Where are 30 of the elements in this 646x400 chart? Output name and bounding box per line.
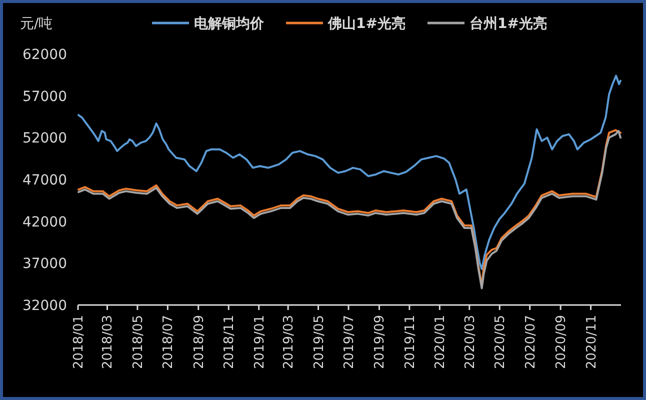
x-tick-label: 2020/05 bbox=[493, 315, 508, 370]
y-axis-title: 元/吨 bbox=[20, 16, 53, 32]
y-tick-label: 62000 bbox=[22, 47, 67, 63]
x-tick-label: 2018/07 bbox=[161, 315, 176, 370]
x-tick-label: 2019/05 bbox=[312, 315, 327, 370]
x-tick-label: 2020/07 bbox=[523, 315, 538, 370]
line-series bbox=[78, 74, 622, 270]
x-tick-label: 2019/01 bbox=[252, 315, 268, 370]
x-tick-label: 2020/11 bbox=[584, 315, 600, 370]
legend-label: 台州1#光亮 bbox=[470, 15, 547, 32]
x-tick-label: 2018/11 bbox=[222, 315, 238, 370]
legend-label: 佛山1#光亮 bbox=[327, 15, 406, 32]
x-tick-label: 2019/03 bbox=[282, 315, 297, 370]
x-tick-label: 2019/11 bbox=[402, 315, 418, 370]
x-tick-label: 2018/09 bbox=[192, 315, 207, 370]
legend-label: 电解铜均价 bbox=[194, 16, 266, 32]
y-tick-label: 37000 bbox=[22, 256, 67, 272]
x-tick-label: 2018/05 bbox=[130, 315, 146, 370]
y-tick-label: 52000 bbox=[22, 130, 67, 147]
y-tick-label: 47000 bbox=[22, 172, 67, 188]
x-tick-label: 2019/09 bbox=[372, 315, 388, 370]
x-tick-label: 2020/01 bbox=[433, 315, 448, 370]
x-tick-label: 2020/03 bbox=[462, 315, 478, 370]
x-tick-label: 2018/03 bbox=[100, 315, 116, 370]
x-tick-label: 2020/09 bbox=[554, 315, 570, 370]
x-tick-label: 2019/07 bbox=[342, 315, 358, 370]
y-tick-label: 57000 bbox=[22, 88, 67, 105]
x-tick-label: 2018/01 bbox=[72, 315, 86, 370]
y-tick-label: 32000 bbox=[22, 298, 67, 314]
y-tick-label: 42000 bbox=[22, 214, 67, 230]
